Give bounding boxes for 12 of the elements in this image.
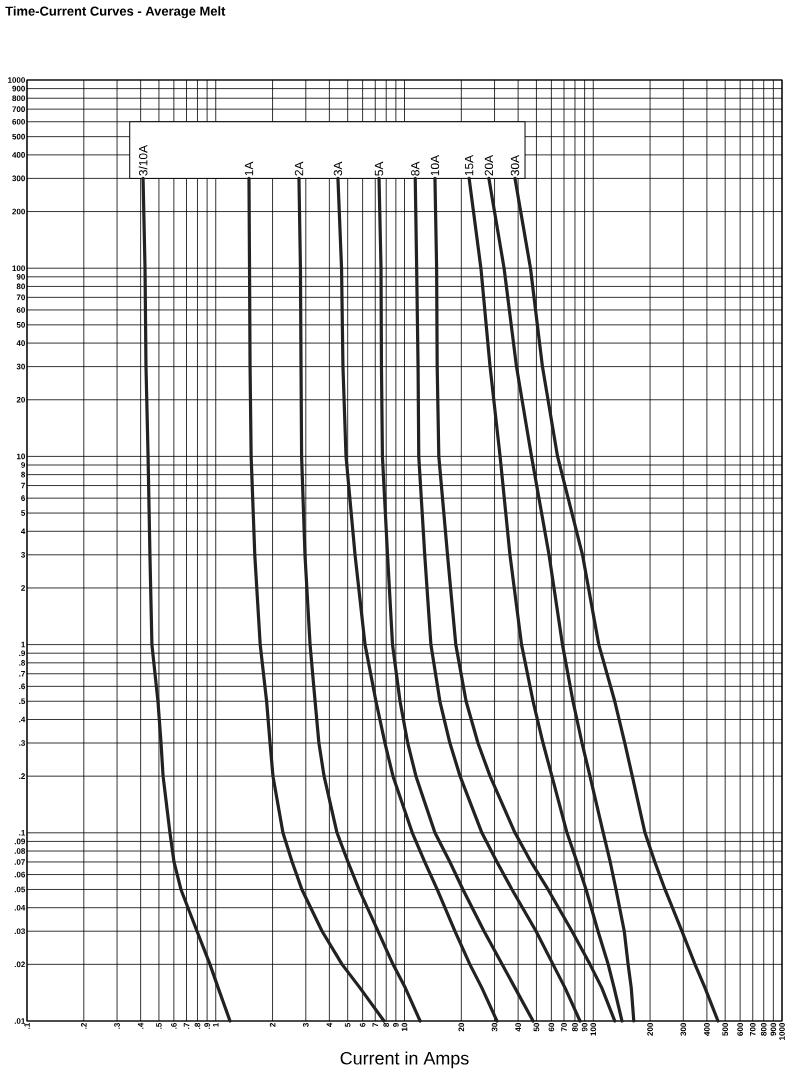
text: 3/10A bbox=[138, 144, 148, 176]
text: 10A bbox=[430, 154, 440, 176]
chart-title: Time-Current Curves - Average Melt bbox=[5, 6, 226, 19]
x-axis-title: Current in Amps bbox=[340, 1051, 469, 1069]
text: 30A bbox=[510, 154, 520, 176]
text: 3A bbox=[333, 161, 343, 176]
text: 2A bbox=[294, 161, 304, 176]
text: 20A bbox=[484, 154, 494, 176]
text: 8A bbox=[411, 161, 420, 176]
text: 15A bbox=[464, 154, 474, 176]
text: 1A bbox=[244, 161, 254, 176]
text: 5A bbox=[374, 161, 384, 176]
